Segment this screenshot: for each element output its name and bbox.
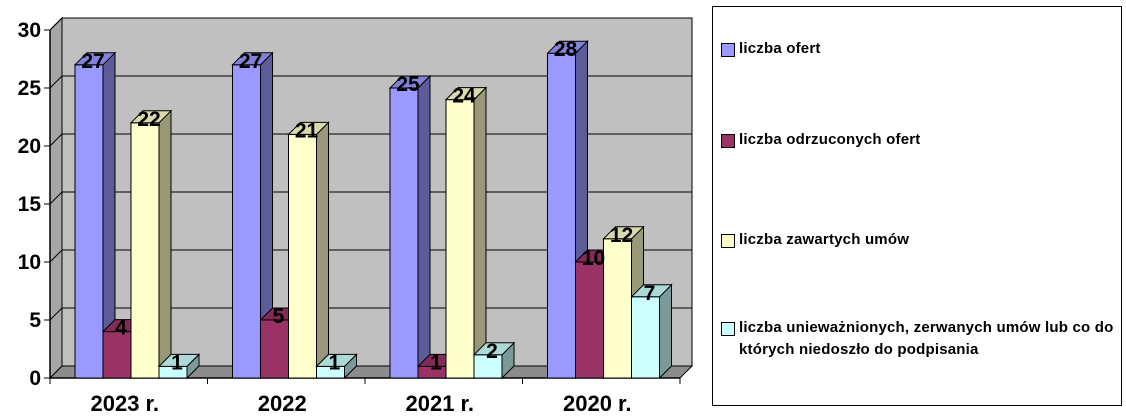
gridline-side <box>49 75 63 89</box>
bar-2020r-series-4 <box>630 283 673 380</box>
bar-2023r-series-3-front <box>130 122 160 379</box>
bar-2020r-series-4-label: 7 <box>644 282 656 305</box>
chart-legend: liczba ofert liczba odrzuconych ofert li… <box>712 6 1122 406</box>
bar-2022-series-3-side <box>316 121 329 380</box>
bar-2022-series-1-top <box>231 52 274 66</box>
x-tick-label: 2021 r. <box>405 391 474 416</box>
bar-2023r-series-1 <box>73 51 117 380</box>
bar-2023r-series-4 <box>157 353 201 380</box>
bar-2022-series-4 <box>315 353 358 380</box>
gridline-side <box>49 17 63 31</box>
y-tick-label: 0 <box>29 367 41 390</box>
bar-2022-series-1-front <box>232 64 261 379</box>
bar-2022-series-3-front <box>288 133 317 379</box>
bar-2023r-series-1-label: 27 <box>81 50 104 73</box>
legend-item-contracts: liczba zawartych umów <box>721 231 1124 251</box>
y-tick-label: 25 <box>18 77 42 100</box>
y-tick-label: 5 <box>29 309 41 332</box>
legend-item-offers: liczba ofert <box>721 40 1124 60</box>
bar-2022-series-3 <box>287 121 330 380</box>
bar-2023r-series-3-top <box>129 110 173 124</box>
bar-2021r-series-2-label: 1 <box>430 351 442 374</box>
bar-2023r-series-2-label: 4 <box>115 317 127 340</box>
y-tick-label: 15 <box>18 193 42 216</box>
gridline-side <box>49 249 63 263</box>
bar-2021r-series-3-top <box>444 87 488 101</box>
bar-2020r-series-1-top <box>546 40 589 54</box>
y-tick-label: 20 <box>18 135 41 158</box>
bar-2022-series-2-label: 5 <box>273 305 285 328</box>
bar-2020r-series-2-label: 10 <box>582 247 605 270</box>
bar-2021r-series-1-side <box>417 74 431 380</box>
bar-2020r-series-2-front <box>575 261 604 379</box>
bar-2021r-series-3 <box>444 86 488 380</box>
gridline-side <box>49 191 63 205</box>
bar-2020r-series-3-front <box>603 238 632 379</box>
legend-swatch-rejected <box>721 134 735 148</box>
bar-2023r-series-3 <box>129 109 173 380</box>
legend-label-contracts: liczba zawartych umów <box>739 231 910 248</box>
bar-2023r-series-1-top <box>73 52 117 66</box>
gridline-side <box>49 133 63 147</box>
x-tick-label: 2020 r. <box>563 391 632 416</box>
y-tick-label: 10 <box>18 251 41 274</box>
bar-2022-series-3-label: 21 <box>295 119 319 142</box>
bar-2020r-series-3-top <box>602 226 645 240</box>
bar-2023r-series-3-side <box>158 109 172 380</box>
bar-2021r-series-4-label: 2 <box>486 340 498 363</box>
bar-2023r-series-3-label: 22 <box>137 108 160 131</box>
legend-item-rejected: liczba odrzuconych ofert <box>721 131 1124 151</box>
bar-2023r-series-4-label: 1 <box>171 351 183 374</box>
bar-2020r-series-3-label: 12 <box>610 224 633 247</box>
bar-2020r-series-4-top <box>630 284 673 298</box>
legend-swatch-offers <box>721 43 735 57</box>
bar-2023r-series-1-front <box>74 64 104 379</box>
bar-2022-series-3-top <box>287 121 330 135</box>
legend-label-rejected: liczba odrzuconych ofert <box>739 131 921 148</box>
bar-2021r-series-3-label: 24 <box>452 85 476 108</box>
bar-2021r-series-4-top <box>472 342 516 356</box>
bar-2020r-series-1-front <box>547 52 576 379</box>
y-tick-label: 30 <box>18 19 41 42</box>
bar-2021r-series-1-front <box>389 87 419 379</box>
bar-2021r-series-3-side <box>473 86 487 380</box>
bar-2020r-series-4-front <box>631 296 660 379</box>
bar-2022-series-4-label: 1 <box>329 351 341 374</box>
chart-bars <box>73 39 673 380</box>
bar-2021r-series-4 <box>472 341 516 380</box>
bar-2020r-series-4-side <box>659 283 672 380</box>
x-tick-label: 2023 r. <box>90 391 159 416</box>
chart-data-labels: 27 4 22 1 2023 r. 27 5 21 1 2022 25 1 24 2 2021 r. 28 10… <box>81 38 655 416</box>
legend-label-cancelled: liczba unieważnionych, zerwanych umów lu… <box>739 319 1114 358</box>
legend-label-offers: liczba ofert <box>739 40 821 57</box>
bar-2021r-series-3-front <box>445 99 475 379</box>
bar-2021r-series-1 <box>388 74 432 380</box>
legend-item-cancelled: liczba unieważnionych, zerwanych umów lu… <box>721 319 1124 361</box>
legend-swatch-contracts <box>721 234 735 248</box>
gridline-side <box>49 307 63 321</box>
bar-2021r-series-1-label: 25 <box>396 73 420 96</box>
x-tick-label: 2022 <box>258 391 307 416</box>
bar-2021r-series-1-top <box>388 75 432 89</box>
bar-2022-series-2-front <box>260 319 289 379</box>
bar-2022-series-1-label: 27 <box>239 50 262 73</box>
bar-2020r-series-1-label: 28 <box>554 38 578 61</box>
bar-2022-series-1 <box>231 51 274 380</box>
legend-swatch-cancelled <box>721 322 735 336</box>
bar-2023r-series-4-top <box>157 353 201 367</box>
bar-2022-series-4-top <box>315 353 358 367</box>
